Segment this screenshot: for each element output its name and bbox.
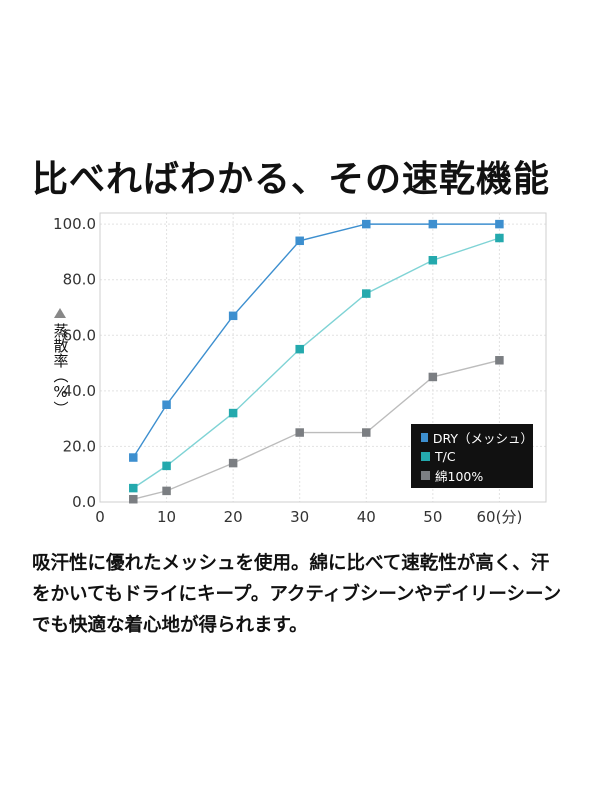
- series-marker: [362, 219, 371, 229]
- series-marker: [129, 483, 138, 493]
- series-marker: [295, 428, 304, 437]
- legend-item-tc: T/C: [421, 447, 533, 466]
- legend-label-dry: DRY（メッシュ）: [432, 431, 533, 446]
- series-marker: [495, 233, 504, 243]
- x-tick-label: 10: [157, 508, 176, 526]
- legend-label-cotton: 綿100%: [435, 469, 484, 484]
- series-marker: [129, 494, 138, 504]
- legend-swatch-dry: [421, 433, 428, 442]
- chart-legend: DRY（メッシュ） T/C 綿100%: [411, 424, 533, 488]
- series-marker: [162, 486, 171, 496]
- series-marker: [362, 289, 371, 298]
- page-title: 比べればわかる、その速乾機能: [32, 159, 551, 200]
- chart-axes: 0 10 20 30 40 50 60(分) 0.0 20.0 40.0 60.0 80.0 100.0: [53, 215, 522, 526]
- series-marker: [228, 408, 238, 418]
- series-marker: [295, 344, 304, 354]
- series-marker: [495, 219, 504, 229]
- x-tick-label: 60(分): [477, 508, 523, 526]
- series-marker: [129, 453, 138, 462]
- series-marker: [228, 458, 238, 468]
- x-tick-label: 20: [224, 508, 243, 526]
- legend-item-cotton: 綿100%: [421, 466, 533, 485]
- y-axis-label: 蒸散率（%）: [50, 308, 70, 420]
- legend-swatch-cotton: [421, 471, 430, 480]
- series-marker: [428, 219, 438, 229]
- y-tick-label: 100.0: [53, 215, 96, 233]
- y-tick-label: 40.0: [63, 382, 96, 400]
- y-tick-label: 20.0: [63, 437, 96, 455]
- y-axis-label-text: 蒸散率（%）: [51, 323, 70, 416]
- legend-swatch-tc: [421, 452, 430, 461]
- series-marker: [162, 461, 171, 471]
- series-marker: [295, 236, 304, 246]
- series-line: [132, 223, 500, 458]
- plot-frame: [99, 212, 547, 503]
- y-tick-label: 60.0: [63, 326, 96, 344]
- series-marker: [428, 372, 438, 382]
- series-marker: [228, 311, 238, 321]
- triangle-up-icon: [54, 308, 66, 318]
- y-tick-label: 80.0: [63, 271, 96, 289]
- x-tick-label: 40: [357, 508, 376, 526]
- y-tick-label: 0.0: [72, 493, 96, 511]
- x-tick-label: 0: [95, 508, 105, 526]
- series-marker: [362, 428, 371, 437]
- chart-series: [129, 219, 504, 504]
- product-description: 吸汗性に優れたメッシュを使用。綿に比べて速乾性が高く、汗をかいてもドライにキープ…: [32, 553, 562, 636]
- legend-label-tc: T/C: [435, 449, 456, 464]
- series-marker: [428, 255, 438, 265]
- x-tick-label: 30: [290, 508, 309, 526]
- series-marker: [162, 400, 171, 409]
- legend-item-dry: DRY（メッシュ）: [421, 428, 533, 447]
- x-tick-label: 50: [423, 508, 442, 526]
- series-marker: [495, 356, 504, 365]
